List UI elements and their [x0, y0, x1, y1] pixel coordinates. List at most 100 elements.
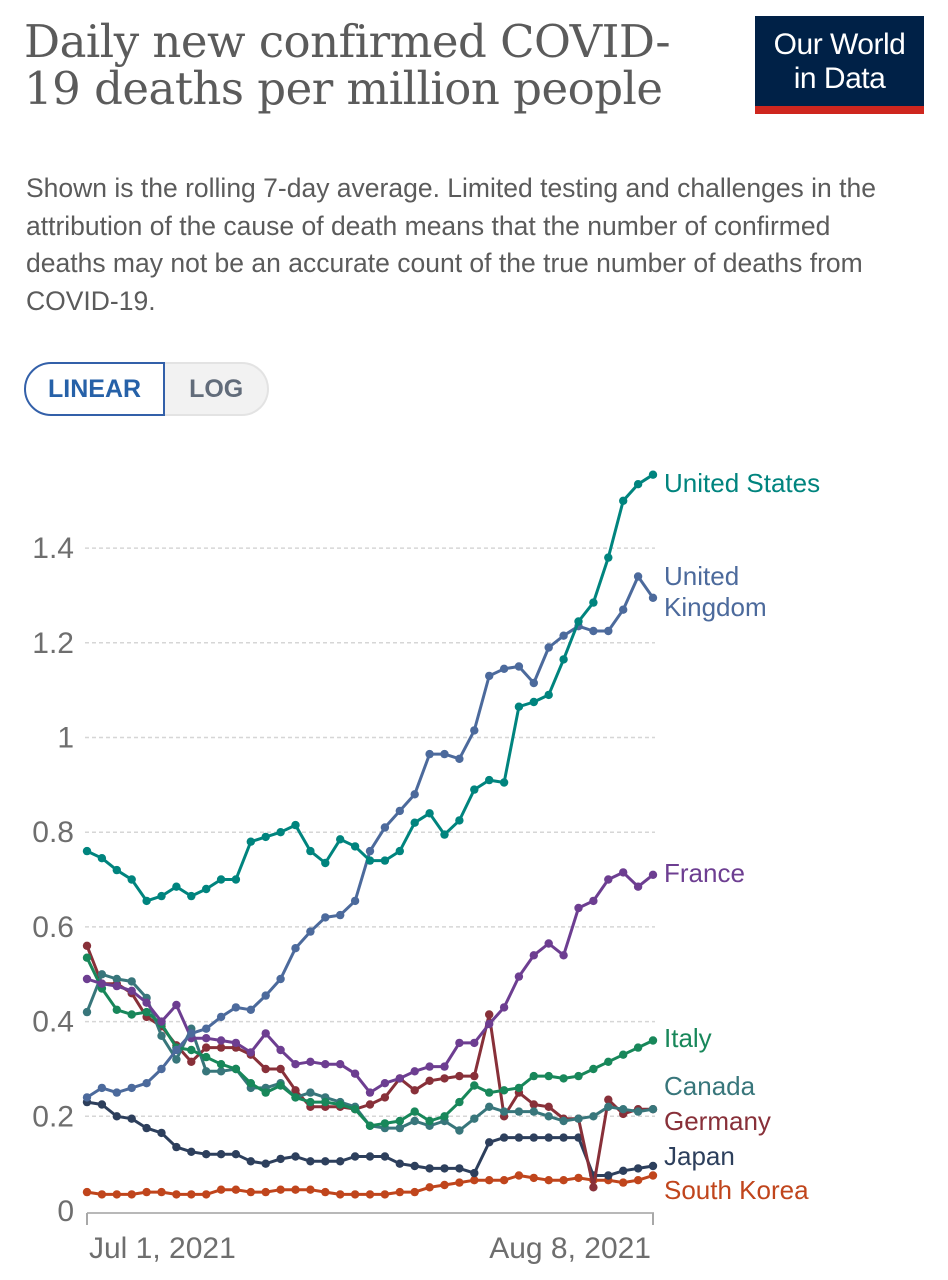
data-point-germany[interactable]: [187, 1057, 196, 1067]
data-point-south-korea[interactable]: [306, 1185, 315, 1194]
data-point-japan[interactable]: [574, 1133, 583, 1142]
data-point-south-korea[interactable]: [291, 1185, 300, 1194]
data-point-canada[interactable]: [202, 1067, 211, 1076]
data-point-south-korea[interactable]: [82, 1187, 92, 1197]
data-point-italy[interactable]: [216, 1060, 226, 1069]
data-point-italy[interactable]: [112, 1005, 122, 1014]
data-point-canada[interactable]: [604, 1102, 613, 1112]
data-point-france[interactable]: [97, 979, 107, 988]
data-point-south-korea[interactable]: [485, 1176, 494, 1185]
data-point-canada[interactable]: [470, 1114, 479, 1123]
data-point-germany[interactable]: [216, 1043, 226, 1052]
data-point-canada[interactable]: [455, 1126, 464, 1135]
data-point-united-states[interactable]: [142, 896, 151, 906]
data-point-south-korea[interactable]: [142, 1187, 151, 1197]
data-point-south-korea[interactable]: [276, 1185, 285, 1194]
data-point-united-states[interactable]: [82, 846, 92, 856]
data-point-france[interactable]: [231, 1038, 241, 1048]
data-point-united-states[interactable]: [127, 875, 136, 884]
data-point-france[interactable]: [499, 1003, 509, 1012]
data-point-italy[interactable]: [544, 1071, 553, 1081]
data-point-united-states[interactable]: [633, 480, 643, 489]
data-point-france[interactable]: [142, 998, 151, 1007]
data-point-united-states[interactable]: [559, 655, 568, 664]
data-point-japan[interactable]: [633, 1164, 643, 1173]
data-point-united-kingdom[interactable]: [589, 626, 598, 636]
data-point-france[interactable]: [514, 972, 524, 981]
data-point-germany[interactable]: [589, 1183, 598, 1192]
data-point-italy[interactable]: [499, 1086, 509, 1095]
data-point-germany[interactable]: [365, 1100, 375, 1109]
data-point-italy[interactable]: [336, 1100, 345, 1109]
data-point-italy[interactable]: [529, 1071, 538, 1081]
data-point-united-states[interactable]: [514, 702, 524, 711]
data-point-united-kingdom[interactable]: [499, 664, 509, 673]
data-point-france[interactable]: [648, 870, 658, 879]
log-scale-button[interactable]: LOG: [165, 362, 270, 416]
data-point-united-states[interactable]: [425, 809, 434, 818]
data-point-japan[interactable]: [112, 1112, 122, 1121]
data-point-canada[interactable]: [127, 977, 136, 986]
data-point-germany[interactable]: [425, 1076, 434, 1086]
data-point-france[interactable]: [246, 1048, 255, 1057]
data-point-germany[interactable]: [440, 1074, 449, 1083]
data-point-japan[interactable]: [142, 1123, 151, 1133]
data-point-south-korea[interactable]: [559, 1176, 568, 1185]
data-point-italy[interactable]: [306, 1097, 315, 1107]
data-point-united-kingdom[interactable]: [157, 1064, 166, 1074]
data-point-south-korea[interactable]: [619, 1178, 628, 1187]
data-point-germany[interactable]: [276, 1064, 285, 1074]
data-point-italy[interactable]: [470, 1081, 479, 1090]
data-point-south-korea[interactable]: [172, 1190, 181, 1199]
data-point-france[interactable]: [202, 1034, 211, 1043]
data-point-italy[interactable]: [425, 1116, 434, 1126]
data-point-italy[interactable]: [440, 1112, 449, 1121]
data-point-united-states[interactable]: [350, 842, 360, 851]
data-point-south-korea[interactable]: [127, 1190, 136, 1199]
data-point-japan[interactable]: [440, 1164, 449, 1173]
data-point-united-kingdom[interactable]: [619, 605, 628, 614]
data-point-united-kingdom[interactable]: [112, 1088, 122, 1097]
data-point-united-kingdom[interactable]: [142, 1079, 151, 1088]
data-point-japan[interactable]: [604, 1171, 613, 1180]
data-point-united-kingdom[interactable]: [410, 790, 419, 799]
data-point-united-states[interactable]: [410, 818, 419, 827]
data-point-france[interactable]: [336, 1060, 345, 1069]
data-point-france[interactable]: [529, 951, 538, 960]
data-point-canada[interactable]: [97, 970, 107, 979]
data-point-japan[interactable]: [291, 1152, 300, 1161]
data-point-france[interactable]: [395, 1074, 404, 1083]
data-point-japan[interactable]: [261, 1159, 270, 1168]
data-point-germany[interactable]: [261, 1064, 270, 1074]
data-point-germany[interactable]: [529, 1100, 538, 1109]
data-point-united-states[interactable]: [157, 891, 166, 901]
data-point-united-kingdom[interactable]: [529, 678, 538, 688]
data-point-japan[interactable]: [485, 1138, 494, 1147]
data-point-south-korea[interactable]: [529, 1173, 538, 1183]
data-point-south-korea[interactable]: [187, 1190, 196, 1199]
data-point-united-states[interactable]: [336, 835, 345, 844]
owid-logo[interactable]: Our World in Data: [755, 16, 924, 114]
data-point-france[interactable]: [380, 1079, 390, 1088]
data-point-united-states[interactable]: [172, 882, 181, 891]
data-point-united-kingdom[interactable]: [425, 749, 434, 759]
data-point-japan[interactable]: [455, 1164, 464, 1173]
data-point-canada[interactable]: [157, 1031, 166, 1041]
data-point-south-korea[interactable]: [648, 1171, 658, 1180]
data-point-france[interactable]: [127, 986, 136, 995]
data-point-south-korea[interactable]: [633, 1176, 643, 1185]
data-point-italy[interactable]: [514, 1083, 524, 1093]
data-point-italy[interactable]: [291, 1093, 300, 1102]
data-point-united-kingdom[interactable]: [261, 991, 270, 1000]
data-point-france[interactable]: [574, 903, 583, 913]
data-point-united-states[interactable]: [306, 846, 315, 856]
data-point-united-kingdom[interactable]: [172, 1045, 181, 1055]
data-point-united-states[interactable]: [365, 856, 375, 865]
data-point-united-states[interactable]: [231, 875, 241, 884]
data-point-canada[interactable]: [112, 974, 122, 984]
data-point-germany[interactable]: [410, 1086, 419, 1095]
data-point-canada[interactable]: [485, 1102, 494, 1112]
data-point-japan[interactable]: [365, 1152, 375, 1161]
data-point-united-kingdom[interactable]: [470, 726, 479, 735]
data-point-japan[interactable]: [276, 1154, 285, 1164]
